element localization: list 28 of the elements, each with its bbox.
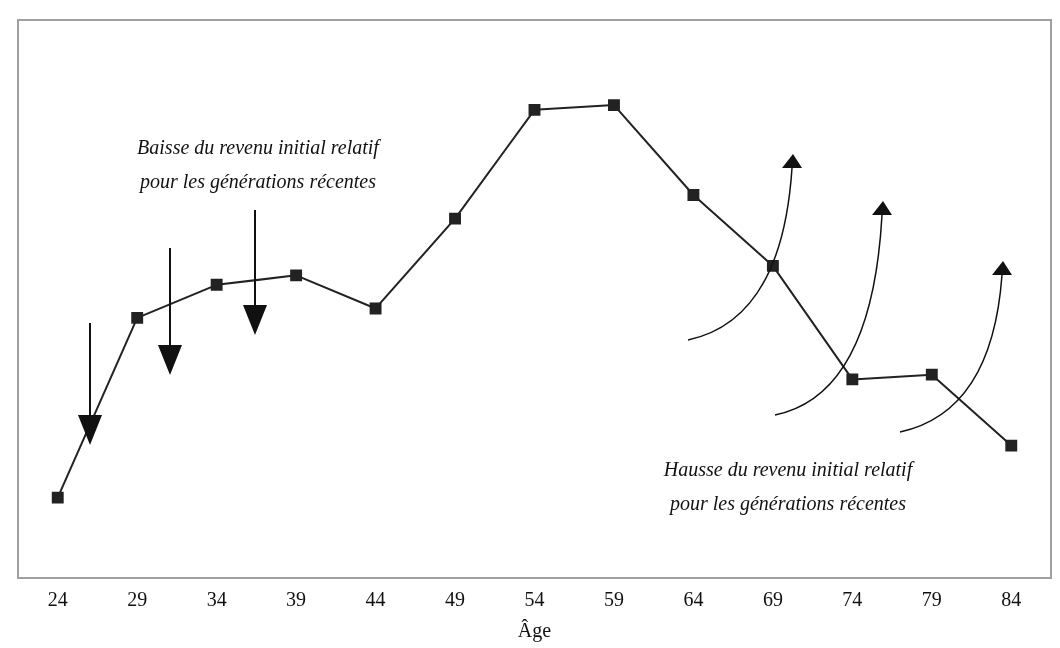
x-tick-label: 74 — [842, 588, 863, 611]
x-tick-label: 24 — [47, 588, 68, 611]
x-axis-title: Âge — [517, 619, 552, 643]
x-tick-label: 69 — [762, 588, 783, 611]
x-tick-label: 84 — [1001, 588, 1022, 611]
point — [369, 302, 382, 315]
point — [687, 189, 700, 201]
point — [925, 368, 938, 381]
point — [290, 269, 303, 282]
x-tick-label: 54 — [524, 588, 545, 611]
point — [528, 103, 541, 116]
annotation: Hausse du revenu initial relatif pour les générations récentes — [662, 457, 916, 517]
x-tick-label: 34 — [206, 588, 227, 611]
annotation: Baisse du revenu initial relatif pour les générations récentes — [136, 135, 382, 195]
point — [131, 311, 144, 324]
x-tick-label: 39 — [286, 588, 307, 611]
x-tick-label: 64 — [683, 588, 704, 611]
point — [449, 212, 461, 225]
point — [51, 491, 64, 504]
point — [846, 373, 859, 386]
x-tick-label: 79 — [921, 588, 942, 611]
point — [210, 278, 223, 291]
x-tick-label: 44 — [365, 588, 386, 611]
point — [1005, 439, 1018, 452]
x-tick-label: 49 — [445, 588, 466, 611]
x-tick-label: 59 — [603, 588, 624, 611]
x-tick-label: 29 — [127, 588, 148, 611]
point — [608, 99, 620, 112]
